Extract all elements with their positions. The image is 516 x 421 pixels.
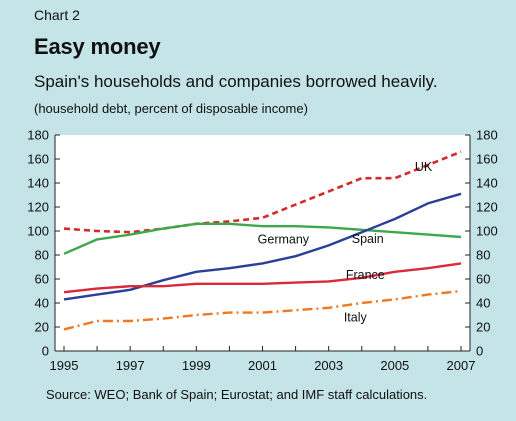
y-tick-label-right: 60	[476, 272, 490, 287]
series-line-germany	[63, 222, 462, 255]
x-tick-label: 2005	[380, 358, 409, 373]
series-label-germany: Germany	[258, 232, 310, 246]
series-label-uk: UK	[415, 160, 433, 174]
unit-note: (household debt, percent of disposable i…	[34, 101, 308, 116]
x-tick-label: 1995	[50, 358, 79, 373]
series-line-spain	[63, 192, 462, 301]
y-tick-label-left: 120	[27, 200, 49, 215]
series-line-italy	[63, 289, 462, 331]
chart-label: Chart 2	[34, 7, 80, 23]
plot-area	[55, 135, 470, 351]
axis-layer: 0 0 20 20 40 40 60 60 80 80 100 100 120 120 140 140 160 1…	[27, 128, 497, 374]
y-tick-label-left: 20	[35, 320, 49, 335]
series-line-france	[63, 262, 462, 294]
y-tick-label-right: 160	[476, 152, 498, 167]
y-tick-label-right: 180	[476, 128, 498, 143]
chart-subtitle: Spain's households and companies borrowe…	[34, 72, 438, 91]
chart-title: Easy money	[34, 34, 161, 59]
y-tick-label-left: 80	[35, 248, 49, 263]
y-tick-label-right: 80	[476, 248, 490, 263]
series-label-italy: Italy	[344, 310, 368, 324]
y-tick-label-left: 100	[27, 224, 49, 239]
y-tick-label-left: 140	[27, 176, 49, 191]
series-layer	[63, 150, 462, 331]
y-tick-label-right: 40	[476, 296, 490, 311]
y-tick-label-right: 20	[476, 320, 490, 335]
y-tick-label-left: 160	[27, 152, 49, 167]
y-tick-label-left: 180	[27, 128, 49, 143]
x-tick-label: 2003	[314, 358, 343, 373]
y-tick-label-left: 60	[35, 272, 49, 287]
x-tick-label: 2001	[248, 358, 277, 373]
x-tick-label: 1999	[182, 358, 211, 373]
y-tick-label-left: 40	[35, 296, 49, 311]
y-tick-label-right: 120	[476, 200, 498, 215]
y-tick-label-right: 100	[476, 224, 498, 239]
y-tick-label-right: 0	[476, 344, 483, 359]
series-label-france: France	[346, 268, 385, 282]
series-label-spain: Spain	[352, 232, 384, 246]
x-tick-label: 1997	[116, 358, 145, 373]
y-tick-label-right: 140	[476, 176, 498, 191]
x-tick-label: 2007	[447, 358, 476, 373]
series-label-layer: UK Germany Spain France Italy	[258, 160, 433, 324]
y-tick-label-left: 0	[42, 344, 49, 359]
source-note: Source: WEO; Bank of Spain; Eurostat; an…	[46, 387, 428, 402]
